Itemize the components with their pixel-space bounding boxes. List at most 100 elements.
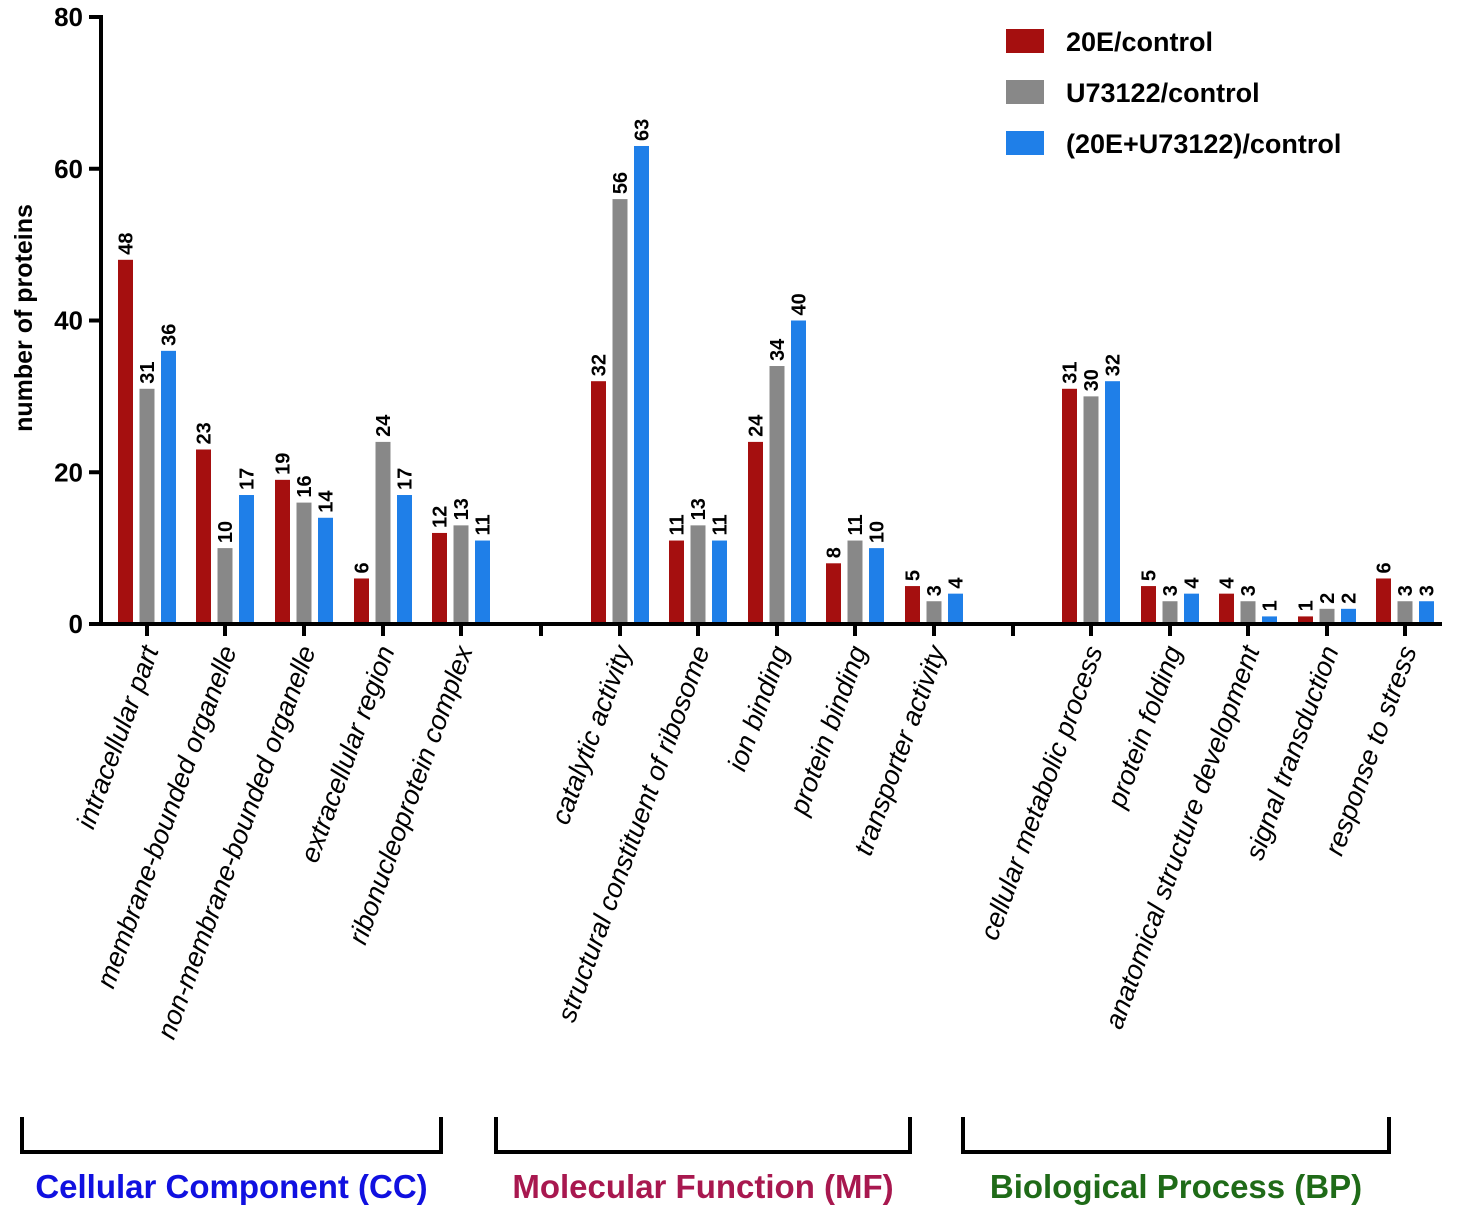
y-axis-label: number of proteins bbox=[10, 204, 38, 432]
bar bbox=[375, 441, 391, 624]
bar bbox=[769, 366, 785, 624]
bar bbox=[1184, 593, 1199, 624]
bar-value-label: 11 bbox=[667, 514, 689, 535]
bar-value-label: 11 bbox=[473, 514, 495, 535]
category-label: protein binding bbox=[784, 642, 873, 820]
category-label: structural constituent of ribosome bbox=[551, 642, 715, 1026]
bar bbox=[239, 495, 254, 624]
bar-value-label: 24 bbox=[746, 414, 768, 437]
bar bbox=[1083, 396, 1099, 624]
bar-value-label: 40 bbox=[789, 293, 811, 315]
bar-value-label: 1 bbox=[1260, 600, 1282, 611]
bar bbox=[296, 502, 312, 624]
group-brackets: Cellular Component (CC) Molecular Functio… bbox=[20, 1117, 1391, 1205]
bar-value-label: 5 bbox=[903, 570, 925, 581]
bar-value-label: 1 bbox=[1296, 600, 1318, 611]
bar-value-label: 23 bbox=[194, 422, 216, 444]
bar-value-label: 48 bbox=[116, 233, 138, 255]
bar-value-label: 4 bbox=[1217, 577, 1239, 589]
bar-value-label: 2 bbox=[1317, 593, 1339, 604]
bar bbox=[905, 586, 920, 624]
bar bbox=[1319, 608, 1335, 624]
y-tick-label: 20 bbox=[54, 457, 83, 487]
bar-value-label: 16 bbox=[294, 475, 316, 497]
bar bbox=[1062, 388, 1077, 624]
bar bbox=[612, 199, 628, 624]
bar-value-label: 11 bbox=[710, 514, 732, 535]
bar bbox=[432, 532, 447, 624]
bar bbox=[275, 479, 290, 624]
group-title: Molecular Function (MF) bbox=[512, 1168, 893, 1205]
bar-value-label: 6 bbox=[352, 562, 374, 573]
bar-value-label: 31 bbox=[1060, 362, 1082, 384]
legend-label: (20E+U73122)/control bbox=[1066, 129, 1341, 159]
bar-value-label: 12 bbox=[430, 506, 452, 528]
bar-value-label: 3 bbox=[1395, 585, 1417, 596]
bar-value-label: 6 bbox=[1374, 562, 1396, 573]
bar bbox=[1419, 601, 1434, 624]
bar-value-label: 3 bbox=[1417, 585, 1439, 596]
y-tick-label: 40 bbox=[54, 306, 83, 336]
bar bbox=[948, 593, 963, 624]
bar bbox=[634, 145, 649, 625]
bar bbox=[847, 540, 863, 624]
group-bracket bbox=[20, 1117, 443, 1154]
bar bbox=[1341, 608, 1356, 624]
bar bbox=[161, 350, 176, 624]
bar bbox=[826, 563, 841, 624]
bar-value-label: 32 bbox=[1103, 354, 1125, 376]
bar-value-label: 11 bbox=[845, 514, 867, 535]
bar-value-label: 17 bbox=[395, 468, 417, 490]
bar-value-label: 3 bbox=[924, 585, 946, 596]
bar-value-label: 30 bbox=[1081, 369, 1103, 391]
bar-value-label: 5 bbox=[1139, 570, 1161, 581]
bar-value-label: 36 bbox=[159, 324, 181, 346]
bars bbox=[118, 145, 1434, 625]
x-axis bbox=[99, 622, 1442, 636]
bar bbox=[791, 320, 806, 624]
bar-value-label: 4 bbox=[946, 577, 968, 589]
bar-value-label: 31 bbox=[137, 362, 159, 384]
bar-value-label: 3 bbox=[1238, 585, 1260, 596]
bar-value-label: 2 bbox=[1339, 593, 1361, 604]
bar bbox=[1240, 601, 1256, 624]
bar bbox=[926, 601, 942, 624]
bar bbox=[1219, 593, 1234, 624]
group-title: Biological Process (BP) bbox=[990, 1168, 1362, 1205]
bar bbox=[1376, 578, 1391, 624]
legend-swatch bbox=[1006, 131, 1044, 155]
bar bbox=[690, 525, 706, 624]
group-bracket bbox=[494, 1117, 912, 1154]
bar-value-label: 63 bbox=[632, 119, 654, 141]
bar bbox=[1397, 601, 1413, 624]
legend-swatch bbox=[1006, 80, 1044, 104]
bar-value-label: 8 bbox=[824, 547, 846, 558]
bar bbox=[869, 548, 884, 624]
y-tick-label: 80 bbox=[54, 2, 83, 32]
category-label: ion binding bbox=[722, 642, 795, 775]
bar bbox=[591, 381, 606, 624]
category-label: intracellular part bbox=[71, 640, 165, 832]
group-bracket bbox=[961, 1117, 1391, 1154]
bar bbox=[217, 548, 233, 624]
y-tick-label: 0 bbox=[69, 609, 83, 639]
y-axis: 0 20 40 60 80 bbox=[54, 2, 103, 639]
bar bbox=[318, 517, 333, 624]
bar bbox=[453, 525, 469, 624]
category-label: non-membrane-bounded organelle bbox=[151, 642, 321, 1043]
bar bbox=[748, 441, 763, 624]
category-label: protein folding bbox=[1101, 642, 1188, 813]
category-label: catalytic activity bbox=[545, 640, 638, 828]
bar bbox=[397, 495, 412, 624]
bar bbox=[1162, 601, 1178, 624]
bar-value-label: 32 bbox=[589, 354, 611, 376]
bar bbox=[1298, 616, 1313, 624]
category-label: anatomical structure development bbox=[1099, 640, 1266, 1032]
bar-value-label: 13 bbox=[688, 498, 710, 520]
bar bbox=[1105, 381, 1120, 624]
bar-value-label: 3 bbox=[1160, 585, 1182, 596]
bar-value-label: 34 bbox=[767, 338, 789, 361]
bar bbox=[139, 388, 155, 624]
